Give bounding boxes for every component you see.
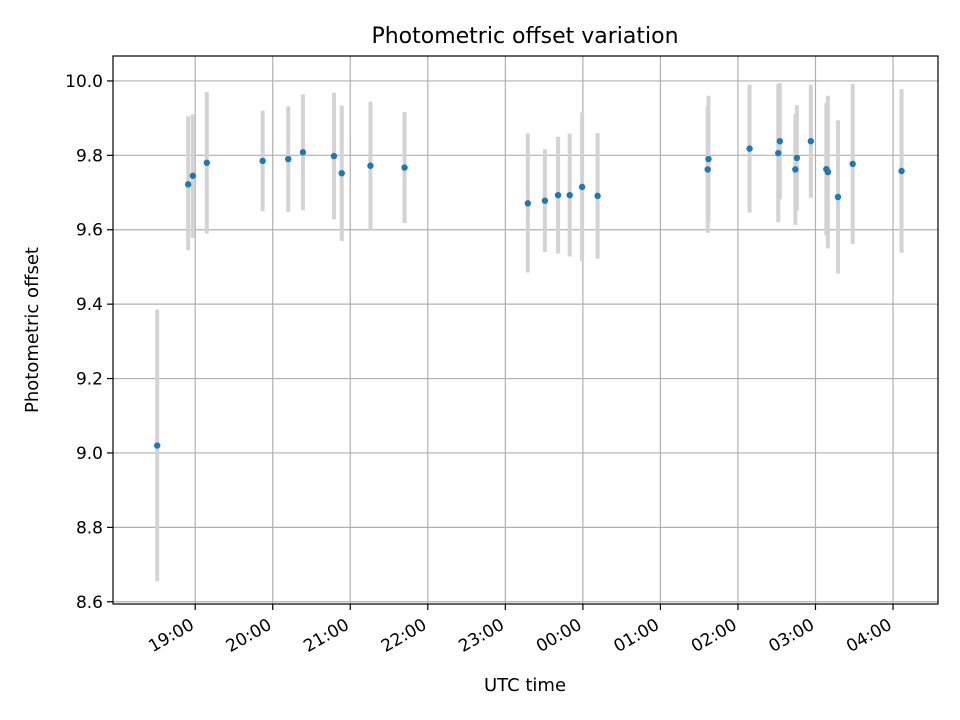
y-tick-label: 8.8	[76, 518, 103, 538]
y-tick-label: 9.6	[76, 221, 103, 241]
data-point	[554, 191, 562, 199]
y-tick-label: 9.8	[76, 146, 103, 166]
data-point	[594, 192, 601, 200]
data-point	[793, 154, 801, 162]
data-point	[330, 152, 338, 160]
data-point	[189, 172, 197, 179]
y-axis-ticks: 8.6 8.8 9.0 9.2 9.4 9.6 9.8 10.0	[65, 72, 113, 613]
data-point	[898, 167, 905, 175]
data-point	[185, 181, 192, 188]
data-point	[746, 145, 753, 152]
data-point	[578, 183, 586, 191]
data-point	[824, 168, 832, 176]
data-point	[807, 137, 815, 145]
data-point	[367, 162, 374, 169]
data-point	[299, 149, 307, 156]
data-point	[704, 166, 711, 173]
y-tick-label: 10.0	[65, 72, 103, 92]
data-point	[834, 193, 842, 201]
data-point	[401, 164, 408, 171]
data-point	[705, 155, 712, 163]
data-point	[566, 191, 573, 199]
y-tick-label: 8.6	[76, 593, 103, 613]
y-axis-title: Photometric offset	[22, 247, 43, 413]
data-points	[153, 137, 905, 449]
data-point	[776, 137, 784, 145]
y-tick-label: 9.2	[76, 370, 103, 390]
data-point	[541, 197, 549, 204]
x-axis-title: UTC time	[484, 675, 566, 696]
data-point	[792, 166, 799, 173]
data-point	[259, 157, 266, 165]
chart-title: Photometric offset variation	[371, 24, 678, 49]
y-tick-label: 9.0	[76, 444, 103, 464]
data-point	[849, 160, 856, 168]
y-tick-label: 9.4	[76, 295, 103, 315]
grid	[113, 56, 938, 604]
data-point	[524, 200, 532, 207]
data-point	[775, 149, 782, 157]
data-point	[203, 159, 211, 166]
data-point	[285, 155, 292, 163]
data-point	[153, 442, 161, 449]
plot-frame	[112, 55, 939, 605]
data-point	[338, 169, 345, 177]
